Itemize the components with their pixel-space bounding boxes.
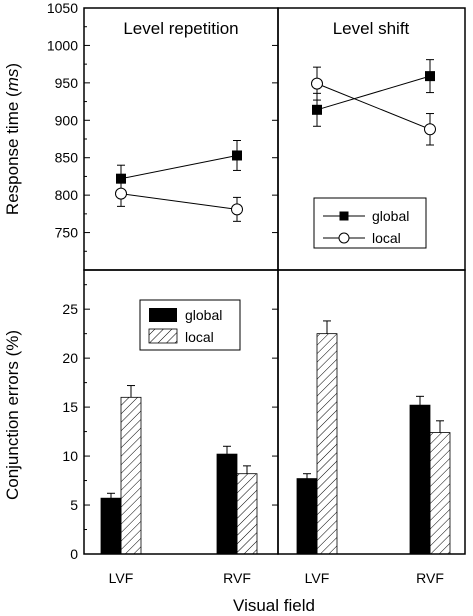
series-line-global: [316, 75, 431, 111]
top-y-tick-label-800: 800: [55, 187, 79, 203]
bar-global: [296, 478, 318, 555]
bar-global: [100, 497, 122, 555]
point-local: [115, 187, 127, 200]
bottom-y-tick-label-0: 0: [70, 546, 78, 562]
legend-marker-local: [338, 232, 350, 244]
point-global: [425, 71, 435, 82]
legend-swatch-local: [148, 328, 178, 344]
bar-series: [100, 320, 451, 555]
point-global: [312, 104, 322, 115]
top-y-axis-label: Response time (ms): [3, 63, 22, 215]
bottom-y-axis-label: Conjunction errors (%): [3, 330, 22, 500]
legend-swatch-global: [149, 308, 177, 322]
top-y-tick-label-1000: 1000: [47, 37, 78, 53]
bar-legend-label-local: local: [185, 329, 214, 345]
point-local: [231, 203, 243, 216]
x-tick-label-lvf-right: LVF: [305, 570, 330, 586]
x-axis-label: Visual field: [233, 596, 315, 615]
bar-local: [316, 333, 338, 555]
bar-local: [429, 432, 451, 555]
line-legend-box: [313, 197, 427, 249]
bottom-y-tick-label-15: 15: [62, 399, 78, 415]
bottom-right-frame: [277, 269, 466, 555]
top-y-tick-label-1050: 1050: [47, 0, 78, 16]
top-y-tick-label-750: 750: [55, 225, 79, 241]
bottom-y-tick-label-20: 20: [62, 350, 78, 366]
line-legend: global local: [313, 197, 427, 249]
point-local: [311, 77, 323, 90]
series-line-local: [316, 83, 431, 130]
x-tick-label-rvf-left: RVF: [223, 570, 251, 586]
x-ticks: [120, 548, 431, 554]
x-tick-label-rvf-right: RVF: [416, 570, 444, 586]
series-line-global: [120, 154, 238, 180]
bar-global: [216, 453, 238, 555]
top-y-tick-label-850: 850: [55, 150, 79, 166]
line-series: [115, 59, 436, 222]
legend-label-local: local: [372, 230, 401, 246]
bar-global: [409, 404, 431, 555]
point-local: [424, 123, 436, 136]
x-tick-label-lvf-left: LVF: [109, 570, 134, 586]
panel-title-level-shift: Level shift: [333, 19, 410, 38]
top-y-tick-label-900: 900: [55, 112, 79, 128]
point-global: [116, 173, 126, 184]
bar-local: [120, 396, 142, 555]
top-y-ticks: 750 800 850 900 950 1000 1050: [47, 0, 278, 252]
series-line-local: [120, 193, 238, 210]
legend-label-global: global: [372, 208, 409, 224]
bar-legend: global local: [139, 299, 241, 351]
bottom-y-tick-label-10: 10: [62, 448, 78, 464]
point-global: [232, 150, 242, 161]
bottom-y-ticks: 0 5 10 15 20 25: [62, 284, 278, 562]
bottom-y-tick-label-5: 5: [70, 497, 78, 513]
bottom-y-tick-label-25: 25: [62, 301, 78, 317]
top-left-frame: [83, 7, 279, 271]
top-y-tick-label-950: 950: [55, 75, 79, 91]
bar-legend-label-global: global: [185, 307, 222, 323]
bar-local: [236, 473, 258, 555]
legend-marker-global: [339, 211, 349, 221]
panel-title-level-repetition: Level repetition: [123, 19, 238, 38]
